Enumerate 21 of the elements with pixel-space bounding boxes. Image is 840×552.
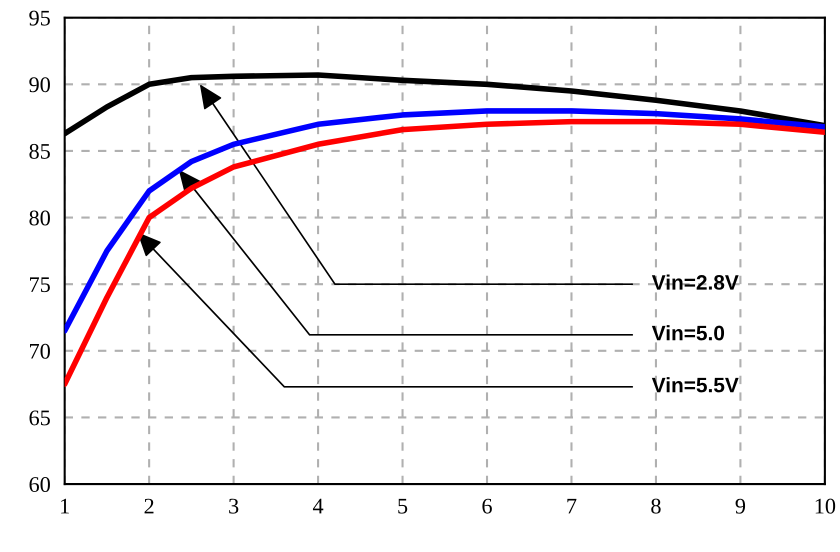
annotation: Vin=2.8V [652, 274, 739, 290]
x-tick-label: 9 [736, 498, 746, 514]
x-tick-label: 2 [144, 498, 154, 514]
y-tick-label: 75 [30, 277, 50, 292]
x-tick-label: 10 [816, 498, 836, 514]
y-tick-label: 95 [29, 10, 50, 26]
x-tick-label: 4 [312, 498, 324, 514]
y-tick-label: 65 [30, 410, 50, 426]
y-tick-label: 60 [30, 477, 50, 492]
y-tick-label: 70 [30, 344, 50, 359]
y-tick-label: 80 [29, 210, 50, 226]
x-tick-label: 1 [61, 498, 69, 514]
y-tick-label: 90 [29, 77, 50, 92]
annotation: Vin=5.0 [652, 325, 724, 340]
x-tick-label: 6 [482, 498, 492, 514]
x-tick-label: 3 [229, 498, 238, 514]
x-tick-label: 7 [567, 498, 576, 514]
x-tick-label: 5 [398, 498, 408, 514]
y-tick-label: 85 [29, 144, 50, 159]
x-tick-label: 8 [651, 498, 661, 514]
annotation: Vin=5.5V [652, 377, 739, 392]
